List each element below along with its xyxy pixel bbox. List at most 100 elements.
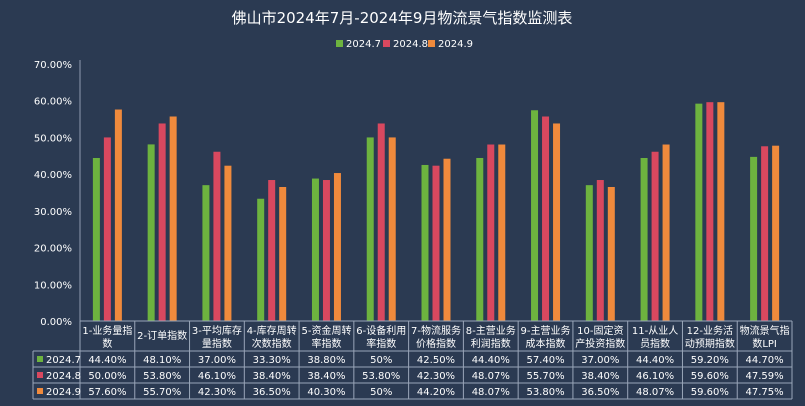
bar xyxy=(377,123,385,321)
bar xyxy=(366,137,374,321)
category-label: 动预期指数 xyxy=(685,337,735,350)
bar xyxy=(640,157,648,321)
y-tick-label: 50.00% xyxy=(34,133,72,144)
category-label: 利润指数 xyxy=(471,337,511,350)
category-label: 4-库存周转 xyxy=(247,324,297,337)
category-label: 价格指数 xyxy=(416,337,456,350)
table-cell: 59.60% xyxy=(691,371,729,382)
bar xyxy=(443,158,451,321)
table-cell: 44.70% xyxy=(746,355,784,366)
category-label: 产投资指数 xyxy=(575,337,625,350)
bar xyxy=(213,151,221,321)
table-cell: 36.50% xyxy=(253,387,291,398)
bar xyxy=(268,180,276,321)
table-cell: 38.40% xyxy=(253,371,291,382)
legend-label: 2024.8 xyxy=(393,39,428,50)
bar xyxy=(695,103,703,321)
category-label: 量指数 xyxy=(202,337,232,350)
bar xyxy=(662,144,670,321)
category-label: 1-业务量指 xyxy=(82,324,132,337)
table-cell: 48.07% xyxy=(636,387,674,398)
legend-label: 2024.9 xyxy=(438,39,473,50)
bar xyxy=(322,180,330,321)
table-cell: 37.00% xyxy=(198,355,236,366)
category-label: 6-设备利用 xyxy=(356,324,406,337)
bar xyxy=(498,144,506,321)
table-cell: 42.30% xyxy=(198,387,236,398)
bar xyxy=(311,178,319,321)
table-cell: 48.07% xyxy=(472,371,510,382)
y-tick-label: 20.00% xyxy=(34,244,72,255)
table-cell: 59.20% xyxy=(691,355,729,366)
bar xyxy=(432,165,440,321)
category-label: 次数指数 xyxy=(252,337,292,350)
legend-label: 2024.7 xyxy=(346,39,381,50)
bar xyxy=(388,137,396,321)
bar xyxy=(531,110,539,321)
bar xyxy=(772,145,780,321)
table-cell: 44.40% xyxy=(88,355,126,366)
table-cell: 40.30% xyxy=(307,387,345,398)
table-cell: 38.80% xyxy=(307,355,345,366)
y-tick-label: 10.00% xyxy=(34,280,72,291)
row-swatch xyxy=(37,388,43,394)
table-cell: 53.80% xyxy=(362,371,400,382)
table-cell: 47.75% xyxy=(746,387,784,398)
bar xyxy=(421,164,429,321)
category-label: 物流景气指 xyxy=(740,324,790,337)
row-swatch xyxy=(37,372,43,378)
table-cell: 44.40% xyxy=(636,355,674,366)
category-label: 10-固定资 xyxy=(577,324,623,337)
bar xyxy=(202,185,210,321)
legend-swatch xyxy=(428,40,435,47)
bar xyxy=(476,157,484,321)
bar xyxy=(103,137,111,321)
category-label: 3-平均库存 xyxy=(192,324,242,337)
category-label: 员指数 xyxy=(640,337,670,350)
table-cell: 48.07% xyxy=(472,387,510,398)
table-cell: 59.60% xyxy=(691,387,729,398)
table-cell: 44.20% xyxy=(417,387,455,398)
table-cell: 38.40% xyxy=(581,371,619,382)
table-cell: 46.10% xyxy=(198,371,236,382)
bar xyxy=(224,165,232,321)
table-cell: 53.80% xyxy=(526,387,564,398)
row-label: 2024.7 xyxy=(46,355,81,366)
table-cell: 37.00% xyxy=(581,355,619,366)
category-label: 12-业务活 xyxy=(687,324,733,337)
legend-swatch xyxy=(383,40,390,47)
category-label: 11-从业人 xyxy=(632,325,678,337)
category-label: 8-主营业务 xyxy=(466,324,516,337)
bar xyxy=(750,156,758,321)
table-cell: 48.10% xyxy=(143,355,181,366)
table-cell: 38.40% xyxy=(307,371,345,382)
bar xyxy=(651,151,659,321)
y-tick-label: 0.00% xyxy=(40,317,72,328)
table-cell: 42.30% xyxy=(417,371,455,382)
bar xyxy=(257,198,265,321)
bar xyxy=(761,146,769,321)
table-cell: 55.70% xyxy=(143,387,181,398)
table-cell: 57.40% xyxy=(526,355,564,366)
legend-swatch xyxy=(336,40,343,47)
bar xyxy=(553,123,561,321)
row-swatch xyxy=(37,356,43,362)
category-label: 2-订单指数 xyxy=(137,329,187,342)
category-label: 5-资金周转 xyxy=(301,324,351,337)
table-cell: 50% xyxy=(370,355,392,366)
category-label: 成本指数 xyxy=(526,337,566,350)
legend: 2024.7 2024.8 2024.9 xyxy=(336,39,473,50)
category-label: 7-物流服务 xyxy=(411,324,461,337)
y-tick-label: 40.00% xyxy=(34,170,72,181)
category-label: 数 xyxy=(102,337,112,350)
row-label: 2024.8 xyxy=(46,371,81,382)
bar xyxy=(706,102,714,321)
table-cell: 47.59% xyxy=(746,371,784,382)
y-tick-label: 30.00% xyxy=(34,207,72,218)
table-cell: 50% xyxy=(370,387,392,398)
y-axis: 0.00% 10.00% 20.00% 30.00% 40.00% 50.00% 60.00… xyxy=(34,60,81,328)
table-cell: 57.60% xyxy=(88,387,126,398)
category-label: 数LPI xyxy=(752,337,777,350)
bar xyxy=(147,144,155,321)
